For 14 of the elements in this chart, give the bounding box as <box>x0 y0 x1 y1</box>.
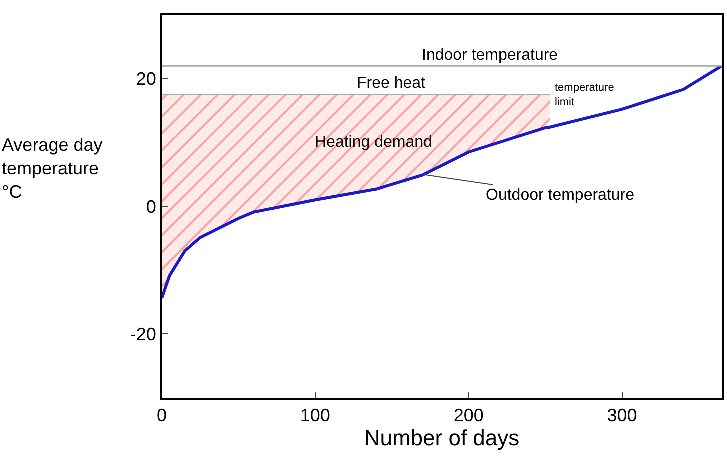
x-tick-label: 300 <box>607 406 638 426</box>
x-tick-label: 100 <box>300 406 330 426</box>
ref-line-label: Indoor temperature <box>422 47 558 64</box>
y-tick-label: 20 <box>136 69 156 90</box>
x-tick-label: 200 <box>454 406 484 426</box>
y-tick-label: 0 <box>146 196 156 217</box>
annotation: Outdoor temperature <box>486 187 635 204</box>
line-series <box>162 64 722 300</box>
annotation: Heating demand <box>315 134 432 151</box>
x-axis-title: Number of days <box>364 426 520 451</box>
y-axis-title: Average day temperature °C <box>2 135 103 202</box>
y-tick-label: -20 <box>130 324 156 344</box>
annotation: temperature limit <box>555 82 614 108</box>
annotation: Free heat <box>357 75 426 92</box>
